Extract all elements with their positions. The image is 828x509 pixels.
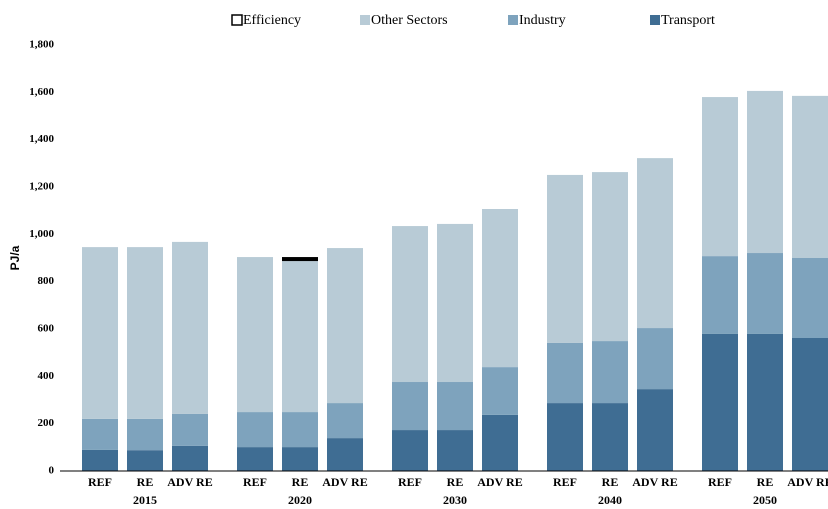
y-tick-label: 200 [38, 417, 55, 429]
bar-segment [547, 342, 583, 404]
bar-segment [282, 257, 318, 262]
y-tick-label: 1,200 [29, 181, 54, 193]
bar-segment [237, 412, 273, 448]
bar-segment [82, 247, 118, 419]
x-tick-label: RE [447, 475, 464, 489]
bar-segment [327, 248, 363, 404]
y-tick-label: 1,400 [29, 133, 54, 145]
bar-segment [747, 333, 783, 471]
x-tick-label: REF [708, 475, 732, 489]
group-label: 2015 [133, 493, 157, 507]
bar-segment [392, 382, 428, 431]
bar-segment [127, 450, 163, 471]
x-tick-label: RE [602, 475, 619, 489]
x-tick-label: ADV RE [167, 475, 212, 489]
bar-segment [172, 241, 208, 414]
bar-segment [82, 418, 118, 450]
legend-label: Industry [519, 13, 566, 28]
bar-segment [482, 414, 518, 471]
bar-segment [392, 430, 428, 471]
x-tick-label: REF [553, 475, 577, 489]
bar-segment [592, 172, 628, 342]
group-label: 2050 [753, 493, 777, 507]
y-tick-label: 1,600 [29, 86, 54, 98]
bar-segment [637, 389, 673, 471]
bar-segment [282, 447, 318, 471]
x-tick-label: ADV RE [787, 475, 828, 489]
group-label: 2030 [443, 493, 467, 507]
bar-segment [127, 247, 163, 419]
y-axis-title: PJ/a [8, 245, 22, 270]
x-tick-label: ADV RE [632, 475, 677, 489]
y-tick-label: 400 [38, 370, 55, 382]
bar-segment [637, 328, 673, 390]
bar-segment [237, 447, 273, 471]
x-tick-label: ADV RE [477, 475, 522, 489]
bar-segment [172, 413, 208, 446]
bar-segment [702, 333, 738, 471]
bar-segment [702, 97, 738, 257]
x-tick-label: RE [292, 475, 309, 489]
legend-swatch [650, 15, 660, 25]
legend-label: Other Sectors [371, 13, 448, 28]
x-tick-label: REF [398, 475, 422, 489]
bar-segment [482, 209, 518, 368]
y-tick-label: 1,800 [29, 39, 54, 51]
legend-swatch [231, 14, 243, 26]
bar-segment [792, 337, 828, 471]
legend-label: Efficiency [243, 13, 301, 28]
bar-segment [127, 418, 163, 451]
legend-label: Transport [661, 13, 715, 28]
bar-segment [792, 95, 828, 258]
bar-segment [437, 223, 473, 383]
bar-segment [747, 253, 783, 334]
bar-segment [792, 258, 828, 338]
group-label: 2040 [598, 493, 622, 507]
bar-segment [747, 90, 783, 254]
bar-segment [82, 449, 118, 471]
bar-segment [437, 382, 473, 431]
bar-segment [482, 367, 518, 415]
x-tick-label: RE [137, 475, 154, 489]
group-label: 2020 [288, 493, 312, 507]
bar-segment [702, 256, 738, 334]
y-tick-label: 800 [38, 275, 55, 287]
x-tick-label: RE [757, 475, 774, 489]
legend-swatch [360, 15, 370, 25]
legend-swatch [508, 15, 518, 25]
y-tick-label: 0 [49, 465, 55, 477]
bar-segment [327, 403, 363, 439]
bar-segment [172, 445, 208, 471]
bar-segment [547, 403, 583, 471]
bar-segment [392, 226, 428, 383]
bar-segment [282, 261, 318, 413]
x-tick-label: REF [243, 475, 267, 489]
bar-segment [592, 341, 628, 404]
bar-segment [282, 412, 318, 448]
bar-segment [637, 158, 673, 329]
bar-segment [237, 257, 273, 413]
bar-segment [437, 430, 473, 471]
bar-segment [592, 403, 628, 471]
y-tick-label: 600 [38, 323, 55, 335]
x-tick-label: REF [88, 475, 112, 489]
x-tick-label: ADV RE [322, 475, 367, 489]
y-tick-label: 1,000 [29, 228, 54, 240]
bar-segment [547, 174, 583, 343]
bar-segment [327, 438, 363, 471]
